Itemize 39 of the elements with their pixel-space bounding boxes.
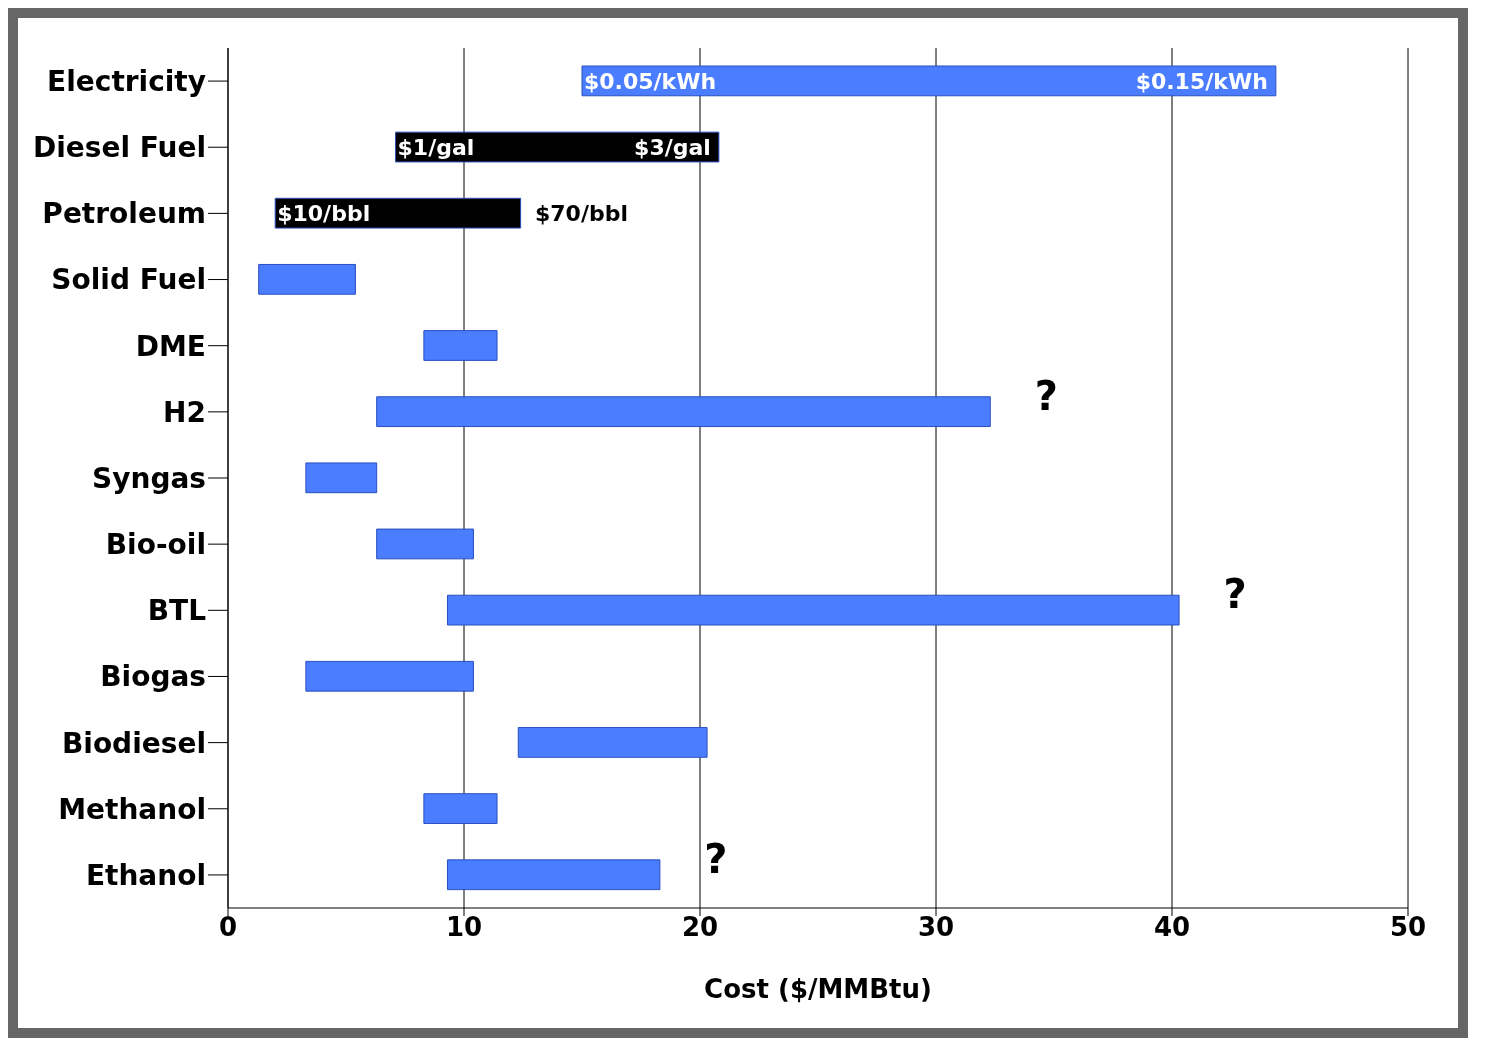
y-tick-label: Bio-oil [105,528,206,562]
x-tick-label: 0 [218,912,238,943]
bar [376,528,474,560]
annotation: $10/bbl [277,201,371,227]
x-tick-label: 50 [1389,912,1427,943]
bar [517,727,708,758]
annotation: $0.15/kWh [1135,69,1268,95]
annotation: $70/bbl [535,201,628,227]
bar [423,793,498,824]
y-tick-label: Biogas [100,660,206,694]
x-tick-label: 30 [917,912,955,943]
annotation: $3/gal [634,135,711,161]
x-tick-label: 10 [445,912,483,943]
y-tick-label: Electricity [47,65,206,99]
annotation: ? [1223,571,1247,618]
annotation: ? [704,835,728,882]
y-tick-label: Petroleum [42,197,206,231]
annotation: $1/gal [397,135,475,161]
bar [258,263,356,295]
bar [446,594,1180,626]
bar [446,859,661,891]
y-tick-label: H2 [163,395,206,429]
bar [423,330,498,361]
y-tick-label: BTL [147,594,207,628]
x-axis-title: Cost ($/MMBtu) [704,974,932,1004]
y-tick-label: Methanol [58,792,206,826]
bar [305,660,474,692]
y-tick-label: Diesel Fuel [32,131,206,165]
y-tick-label: DME [135,329,206,363]
bar [305,462,378,494]
y-tick-label: Solid Fuel [51,263,206,297]
y-tick-label: Biodiesel [61,726,206,760]
y-tick-label: Syngas [92,461,206,495]
x-tick-label: 40 [1153,912,1191,943]
annotation: ? [1034,372,1058,419]
x-tick-label: 20 [681,912,719,943]
annotation: $0.05/kWh [584,69,717,95]
bar [376,396,991,428]
y-tick-label: Ethanol [85,858,206,892]
